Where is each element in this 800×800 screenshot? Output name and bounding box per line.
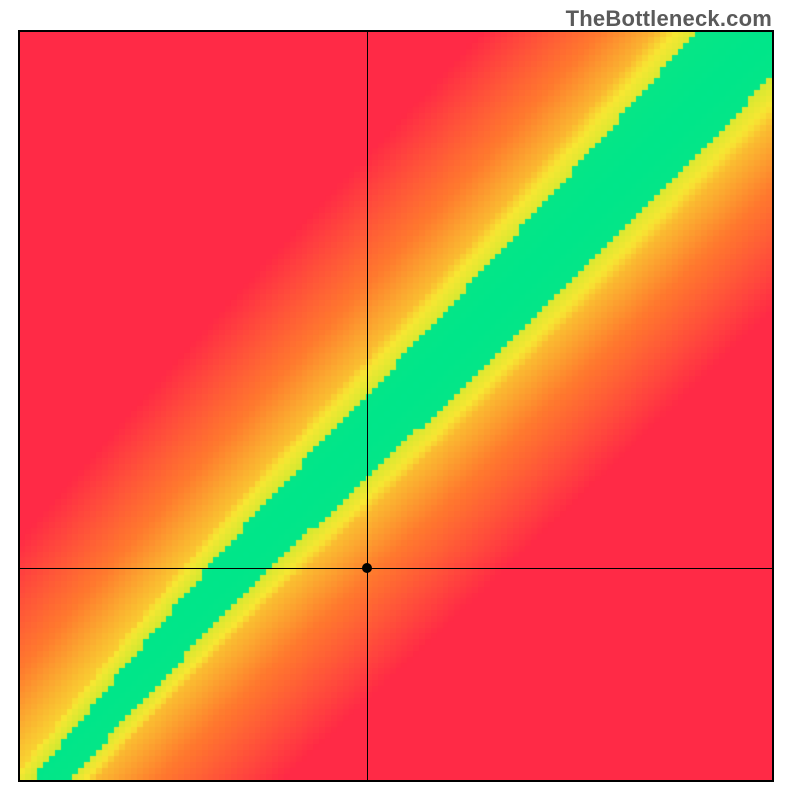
watermark-text: TheBottleneck.com [566, 6, 772, 32]
crosshair-horizontal [20, 568, 772, 569]
heatmap-canvas [20, 32, 772, 780]
crosshair-vertical [367, 32, 368, 780]
chart-container: TheBottleneck.com [0, 0, 800, 800]
